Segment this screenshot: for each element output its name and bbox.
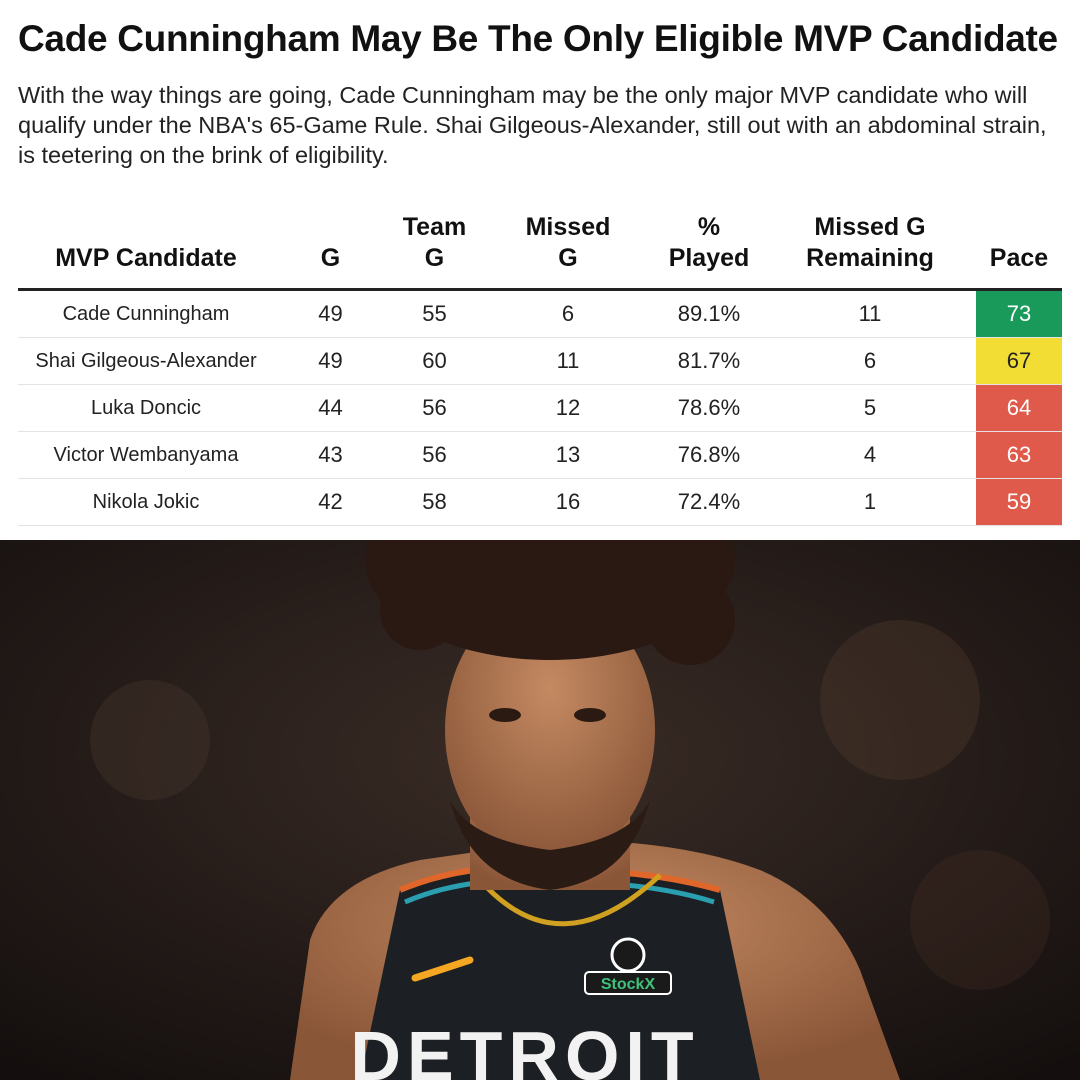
header-pace: Pace [976, 212, 1062, 291]
eye [574, 708, 606, 722]
pace-cell: 59 [976, 478, 1062, 526]
percent-played: 89.1% [654, 289, 764, 338]
candidate-name: Victor Wembanyama [18, 431, 274, 479]
missed-games-remaining: 4 [764, 431, 976, 479]
team-games: 56 [387, 384, 482, 432]
percent-played: 81.7% [654, 337, 764, 385]
subheadline: With the way things are going, Cade Cunn… [18, 82, 1047, 168]
jersey-collar [478, 873, 662, 927]
crowd-blur [910, 850, 1050, 990]
missed-games-remaining: 1 [764, 478, 976, 526]
face [445, 595, 655, 865]
header-missed-games-remaining: Missed G Remaining [764, 212, 976, 291]
games-played: 42 [274, 478, 387, 526]
header-mvp-candidate: MVP Candidate [18, 212, 274, 291]
missed-games: 16 [482, 478, 654, 526]
team-games: 55 [387, 289, 482, 338]
candidate-name: Shai Gilgeous-Alexander [18, 337, 274, 385]
missed-games: 13 [482, 431, 654, 479]
jersey [360, 867, 760, 1080]
missed-games: 12 [482, 384, 654, 432]
jersey-text: DETROIT [350, 1017, 699, 1080]
table-row: Nikola Jokic 42 58 16 72.4% 1 59 [18, 478, 1062, 526]
missed-games: 6 [482, 289, 654, 338]
pace-cell: 73 [976, 289, 1062, 338]
header-team-games: Team G [387, 212, 482, 291]
eye [489, 708, 521, 722]
pace-cell: 67 [976, 337, 1062, 385]
headline: Cade Cunningham May Be The Only Eligible… [18, 18, 1058, 59]
pace-cell: 64 [976, 384, 1062, 432]
percent-played: 72.4% [654, 478, 764, 526]
team-games: 58 [387, 478, 482, 526]
table-row: Cade Cunningham 49 55 6 89.1% 11 73 [18, 289, 1062, 338]
missed-games-remaining: 6 [764, 337, 976, 385]
percent-played: 78.6% [654, 384, 764, 432]
hair [380, 570, 460, 650]
table-row: Victor Wembanyama 43 56 13 76.8% 4 63 [18, 431, 1062, 479]
beard [450, 800, 650, 890]
stockx-patch [584, 971, 672, 995]
games-played: 43 [274, 431, 387, 479]
header-missed-games: Missed G [482, 212, 654, 291]
mvp-eligibility-table: MVP Candidate G Team G Missed G % Played Mi… [18, 212, 1062, 526]
crowd-blur [90, 680, 210, 800]
hair [365, 540, 735, 660]
pace-cell: 63 [976, 431, 1062, 479]
percent-played: 76.8% [654, 431, 764, 479]
player-illustration: StockX DETROIT [0, 540, 1080, 1080]
games-played: 44 [274, 384, 387, 432]
games-played: 49 [274, 289, 387, 338]
swoosh-logo [411, 956, 474, 982]
header-games: G [274, 212, 387, 291]
candidate-name: Cade Cunningham [18, 289, 274, 338]
header-percent-played: % Played [654, 212, 764, 291]
stockx-logo [610, 937, 646, 973]
games-played: 49 [274, 337, 387, 385]
team-games: 56 [387, 431, 482, 479]
hair [645, 575, 735, 665]
table-row: Luka Doncic 44 56 12 78.6% 5 64 [18, 384, 1062, 432]
candidate-name: Nikola Jokic [18, 478, 274, 526]
team-games: 60 [387, 337, 482, 385]
table-row: Shai Gilgeous-Alexander 49 60 11 81.7% 6… [18, 337, 1062, 385]
missed-games-remaining: 5 [764, 384, 976, 432]
missed-games-remaining: 11 [764, 289, 976, 338]
stockx-patch-text: StockX [601, 976, 656, 993]
table-header-row: MVP Candidate G Team G Missed G % Played Mi… [18, 212, 1062, 291]
crowd-blur [820, 620, 980, 780]
candidate-name: Luka Doncic [18, 384, 274, 432]
player-photo: StockX DETROIT [0, 540, 1080, 1080]
missed-games: 11 [482, 337, 654, 385]
